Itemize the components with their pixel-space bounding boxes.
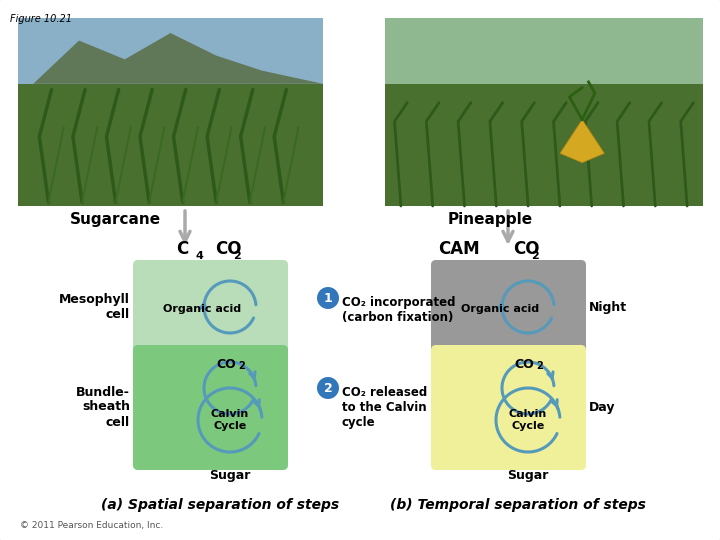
Text: Calvin
Cycle: Calvin Cycle <box>509 409 547 431</box>
Text: 2: 2 <box>536 361 543 371</box>
FancyBboxPatch shape <box>133 345 288 470</box>
FancyBboxPatch shape <box>385 18 703 84</box>
Text: Organic acid: Organic acid <box>461 304 539 314</box>
Text: CAM: CAM <box>438 240 480 258</box>
Text: Sugar: Sugar <box>210 469 251 482</box>
Text: Calvin
Cycle: Calvin Cycle <box>211 409 249 431</box>
Text: Sugar: Sugar <box>508 469 549 482</box>
Text: CO₂ incorporated
(carbon fixation): CO₂ incorporated (carbon fixation) <box>342 296 456 324</box>
FancyBboxPatch shape <box>431 260 586 355</box>
Text: Mesophyll
cell: Mesophyll cell <box>59 293 130 321</box>
Text: CO: CO <box>215 240 241 258</box>
FancyBboxPatch shape <box>133 260 288 355</box>
Text: CO: CO <box>216 358 236 371</box>
Text: 2: 2 <box>233 251 240 261</box>
FancyBboxPatch shape <box>431 345 586 470</box>
Text: Sugarcane: Sugarcane <box>69 212 161 227</box>
Text: Bundle-
sheath
cell: Bundle- sheath cell <box>76 386 130 429</box>
Text: 2: 2 <box>323 381 333 395</box>
Text: Night: Night <box>589 300 627 314</box>
Circle shape <box>317 377 339 399</box>
Text: 2: 2 <box>238 361 245 371</box>
FancyBboxPatch shape <box>18 18 323 84</box>
Text: 1: 1 <box>323 292 333 305</box>
Text: CO: CO <box>514 358 534 371</box>
Text: Day: Day <box>589 401 616 414</box>
Text: (a) Spatial separation of steps: (a) Spatial separation of steps <box>101 498 339 512</box>
Text: Pineapple: Pineapple <box>447 212 533 227</box>
Text: 4: 4 <box>196 251 204 261</box>
FancyBboxPatch shape <box>385 84 703 206</box>
Polygon shape <box>33 33 323 84</box>
Text: 2: 2 <box>531 251 539 261</box>
Text: C: C <box>176 240 188 258</box>
FancyBboxPatch shape <box>18 84 323 206</box>
Text: (b) Temporal separation of steps: (b) Temporal separation of steps <box>390 498 646 512</box>
Polygon shape <box>560 119 604 163</box>
Text: Figure 10.21: Figure 10.21 <box>10 14 72 24</box>
Text: CO: CO <box>513 240 539 258</box>
Text: © 2011 Pearson Education, Inc.: © 2011 Pearson Education, Inc. <box>20 521 163 530</box>
Text: Organic acid: Organic acid <box>163 304 241 314</box>
Circle shape <box>317 287 339 309</box>
Text: CO₂ released
to the Calvin
cycle: CO₂ released to the Calvin cycle <box>342 386 427 429</box>
